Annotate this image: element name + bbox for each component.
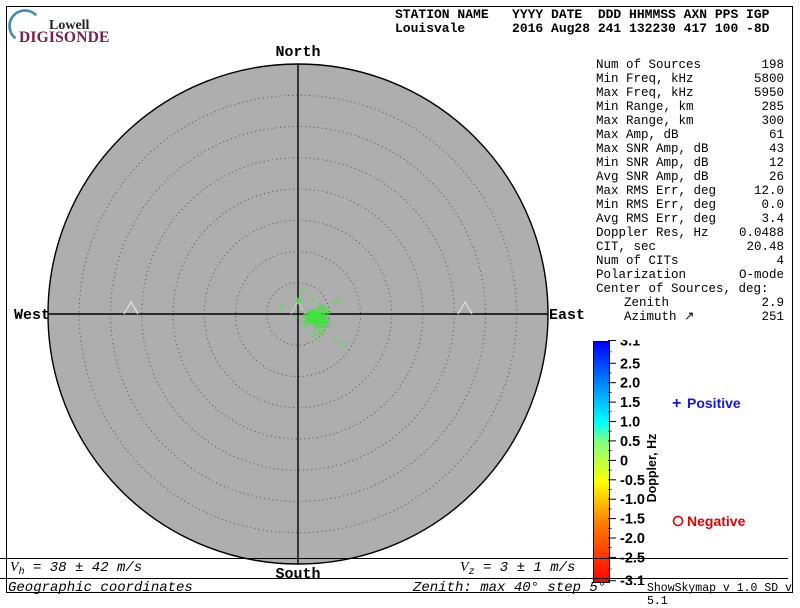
svg-text:-0.5: -0.5: [620, 473, 645, 489]
svg-text:-1.5: -1.5: [620, 512, 645, 528]
svg-text:1.5: 1.5: [620, 395, 640, 411]
svg-text:1.0: 1.0: [620, 415, 640, 431]
svg-text:-1.0: -1.0: [620, 492, 645, 508]
svg-text:3.1: 3.1: [620, 340, 640, 350]
svg-text:0.5: 0.5: [620, 434, 640, 450]
svg-text:West: West: [14, 307, 50, 324]
svg-text:East: East: [549, 307, 585, 324]
svg-text:0: 0: [620, 453, 628, 469]
svg-text:2.5: 2.5: [620, 356, 640, 372]
svg-text:North: North: [275, 44, 320, 61]
svg-text:Doppler, Hz: Doppler, Hz: [645, 434, 659, 503]
svg-text:2.0: 2.0: [620, 376, 640, 392]
svg-text:-2.0: -2.0: [620, 531, 645, 547]
